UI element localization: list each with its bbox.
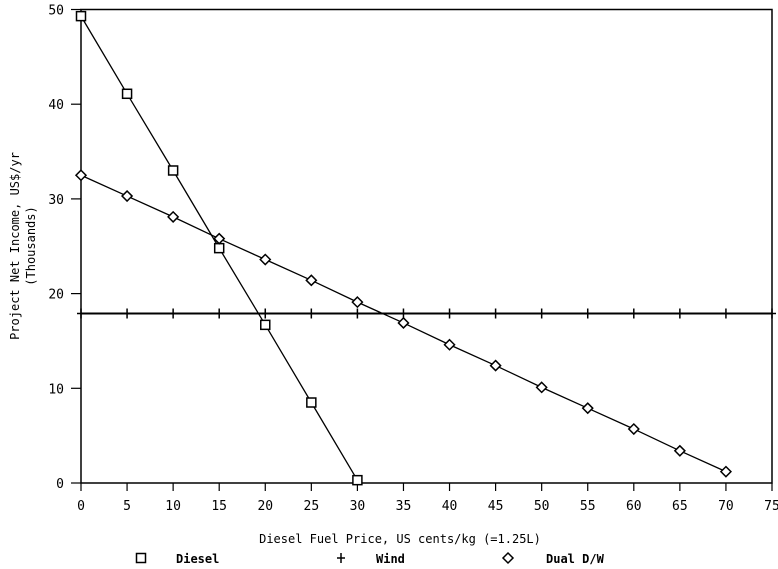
dual-d-w-point [627, 422, 640, 436]
x-tick-label: 40 [442, 499, 458, 514]
dual-d-w-point [351, 296, 364, 309]
diesel-point [167, 165, 179, 176]
wind-point [629, 308, 638, 319]
dual-d-w-point [719, 465, 732, 478]
y-tick-label: 50 [48, 4, 64, 19]
wind-point [537, 308, 546, 319]
legend-diesel-marker [135, 552, 147, 564]
series-wind [77, 308, 776, 319]
y-tick-label: 40 [48, 98, 64, 113]
wind-point [307, 308, 316, 319]
x-tick-label: 65 [672, 499, 688, 514]
legend-dual-d-w-marker [501, 551, 515, 565]
series-group [74, 10, 776, 486]
legend-diesel-label: Diesel [176, 552, 219, 566]
series-dual-d-w [74, 169, 732, 478]
wind-point [399, 308, 408, 319]
legend-wind-label: Wind [376, 552, 405, 566]
y-tick-label: 30 [48, 193, 64, 208]
x-tick-label: 55 [580, 499, 596, 514]
legend-dual-d-w-label: Dual D/W [546, 552, 605, 566]
x-tick-label: 75 [764, 499, 778, 514]
x-tick-label: 20 [257, 499, 273, 514]
dual-d-w-point [259, 253, 272, 266]
x-tick-label: 35 [396, 499, 412, 514]
wind-point [445, 308, 454, 319]
plot-frame [80, 8, 773, 484]
dual-d-w-point [213, 232, 226, 245]
wind-point [353, 308, 362, 319]
dual-d-w-point [535, 381, 548, 394]
wind-point [491, 308, 500, 319]
x-axis-label: Diesel Fuel Price, US cents/kg (=1.25L) [259, 532, 541, 546]
diesel-point [213, 242, 225, 254]
x-tick-label: 10 [165, 499, 181, 514]
wind-point [261, 308, 270, 319]
series-diesel [75, 10, 363, 486]
x-tick-label: 0 [77, 499, 85, 514]
legend-wind-marker [337, 553, 345, 563]
x-tick-label: 25 [304, 499, 320, 514]
y-tick-label: 0 [56, 477, 64, 492]
legend: Diesel Wind Dual D/W [135, 551, 605, 566]
wind-point [215, 308, 224, 319]
y-tick-label: 10 [48, 382, 64, 397]
dual-d-w-point [167, 210, 180, 223]
diesel-point [352, 474, 363, 486]
dual-d-w-point [443, 338, 456, 351]
dual-d-w-point [397, 316, 410, 330]
dual-d-w-point [121, 189, 134, 203]
dual-d-w-point [305, 274, 318, 287]
dual-d-w-point [673, 444, 686, 457]
y-axis-label: Project Net Income, US$/yr [8, 152, 22, 340]
diesel-point [306, 397, 317, 408]
axes: 0 5 10 15 20 25 30 35 40 45 50 55 60 65 70 75 0 10 20 30 40 5… [48, 4, 778, 515]
diesel-point [75, 10, 87, 22]
x-tick-label: 50 [534, 499, 550, 514]
x-tick-label: 45 [488, 499, 504, 514]
x-tick-label: 70 [718, 499, 734, 514]
x-tick-label: 60 [626, 499, 642, 514]
dual-d-w-point [74, 169, 88, 182]
wind-point [77, 308, 85, 319]
y-tick-label: 20 [48, 288, 64, 303]
dual-d-w-point [581, 402, 594, 415]
wind-point [583, 308, 592, 319]
diesel-point [121, 88, 133, 100]
x-tick-label: 30 [350, 499, 366, 514]
dual-d-w-point [489, 359, 502, 372]
wind-point [768, 308, 776, 319]
wind-point [721, 308, 730, 319]
y-axis-label-units: (Thousands) [24, 206, 38, 285]
x-tick-label: 5 [123, 499, 131, 514]
wind-point [169, 308, 178, 319]
diesel-point [260, 319, 271, 331]
wind-point [675, 308, 684, 319]
wind-point [123, 308, 132, 319]
x-tick-label: 15 [211, 499, 227, 514]
